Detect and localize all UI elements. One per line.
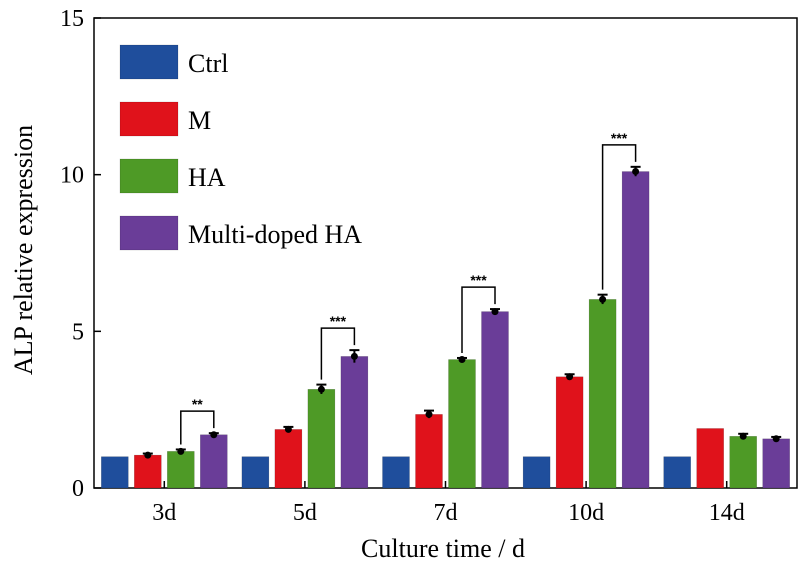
- error-marker: [177, 447, 185, 455]
- x-tick-label: 7d: [434, 500, 458, 526]
- bar: [134, 454, 162, 489]
- error-marker: [739, 432, 747, 440]
- significance-label: **: [192, 396, 203, 412]
- legend-label: HA: [188, 163, 226, 192]
- bar: [274, 429, 303, 489]
- bar: [663, 456, 691, 489]
- bar: [621, 171, 650, 489]
- error-marker: [350, 352, 358, 360]
- error-marker: [284, 425, 292, 433]
- plot-area: 0 5 10 15 3d 5d 7d 10d 14d: [60, 6, 798, 526]
- error-marker: [210, 431, 218, 439]
- significance-bracket: [601, 144, 637, 290]
- y-tick-label: 5: [72, 319, 84, 345]
- bar: [696, 428, 724, 489]
- legend-label: M: [188, 106, 211, 135]
- bar: [307, 389, 336, 489]
- error-marker: [491, 308, 499, 316]
- bar: [241, 456, 270, 489]
- x-axis-label: Culture time / d: [361, 534, 525, 563]
- legend-swatch: [119, 215, 179, 251]
- bar: [101, 456, 129, 489]
- bar: [729, 436, 757, 489]
- y-tick-label: 10: [60, 163, 84, 189]
- bar: [762, 438, 790, 489]
- bar: [200, 434, 228, 489]
- legend-label: Multi-doped HA: [188, 220, 362, 249]
- significance-bracket: [180, 410, 215, 445]
- error-marker: [458, 356, 466, 364]
- legend-label: Ctrl: [188, 49, 228, 78]
- legend-swatch: [119, 44, 179, 80]
- x-tick-label: 14d: [709, 500, 745, 526]
- error-marker: [566, 373, 574, 381]
- significance-label: ***: [611, 130, 628, 146]
- error-marker: [632, 168, 640, 176]
- error-marker: [425, 410, 433, 418]
- significance-label: ***: [470, 272, 487, 288]
- legend: Ctrl M HA Multi-doped HA: [119, 44, 362, 251]
- significance-bracket: [461, 286, 496, 353]
- error-marker: [317, 385, 325, 393]
- legend-swatch: [119, 158, 179, 194]
- error-bars-layer: [142, 165, 782, 459]
- bar: [588, 299, 617, 489]
- y-tick-label: 15: [60, 6, 84, 32]
- x-tick-label: 5d: [293, 500, 317, 526]
- plot-frame: [93, 17, 798, 489]
- x-tick-label: 10d: [568, 500, 604, 526]
- bar: [415, 414, 443, 489]
- error-marker: [772, 435, 780, 443]
- significance-label: ***: [330, 313, 347, 329]
- error-marker: [144, 451, 152, 459]
- x-tick-label: 3d: [152, 500, 176, 526]
- bar: [448, 359, 476, 489]
- bars-layer: [101, 171, 790, 489]
- bar: [522, 456, 551, 489]
- y-tick-label: 0: [72, 476, 84, 502]
- bar: [555, 376, 584, 489]
- bar: [382, 456, 410, 489]
- bar: [167, 451, 195, 489]
- y-axis-label: ALP relative expression: [9, 125, 38, 375]
- bar: [340, 356, 369, 489]
- significance-layer: ***********: [180, 130, 637, 445]
- significance-bracket: [320, 327, 356, 380]
- bar: [481, 311, 509, 489]
- legend-swatch: [119, 101, 179, 137]
- error-marker: [599, 295, 607, 303]
